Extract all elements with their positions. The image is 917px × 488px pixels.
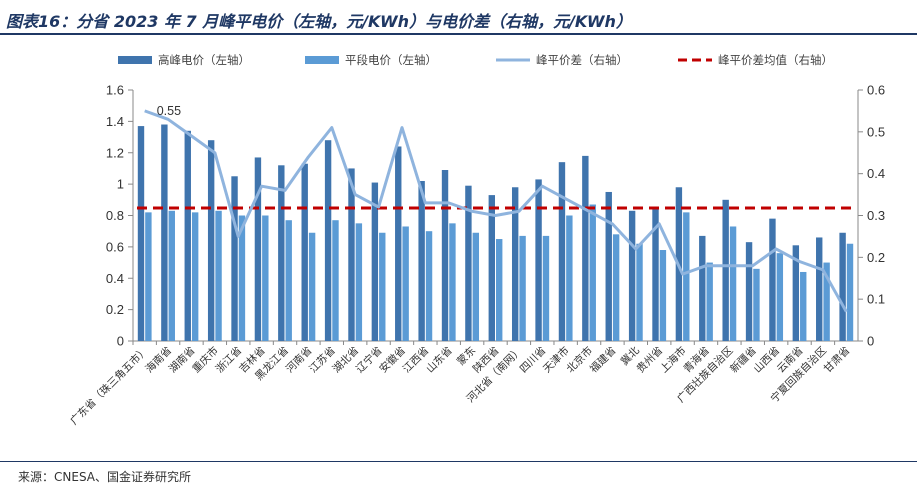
legend-swatch (305, 56, 339, 64)
y-left-tick-label: 1.2 (106, 145, 124, 160)
data-label: 0.55 (157, 104, 181, 118)
bar-peak-price (488, 195, 495, 341)
chart-title: 图表16：分省 2023 年 7 月峰平电价（左轴，元/KWh）与电价差（右轴，… (6, 12, 632, 31)
bar-flat-price (612, 234, 620, 341)
bar-flat-price (753, 268, 760, 341)
bar-peak-price (278, 165, 285, 341)
bar-flat-price (168, 210, 175, 341)
bar-flat-price (262, 215, 269, 341)
bar-flat-price (683, 212, 690, 341)
bar-flat-price (308, 232, 316, 341)
bar-flat-price (425, 231, 433, 341)
bar-peak-price (441, 170, 449, 341)
legend-label: 平段电价（左轴） (345, 53, 437, 67)
bar-peak-price (207, 140, 215, 341)
y-right-tick-label: 0.5 (867, 124, 885, 139)
y-left-tick-label: 1.4 (106, 114, 124, 129)
source-divider (0, 461, 917, 462)
bar-peak-price (839, 232, 846, 341)
y-right-tick-label: 0.3 (867, 208, 885, 223)
bar-flat-price (191, 212, 199, 341)
bar-peak-price (511, 187, 519, 341)
bar-peak-price (722, 199, 729, 341)
axes: 0 0.2 0.4 0.6 0.8 1 1.2 1.4 1.6 0 0.1 0.2 0.3 0.4 0.5 0… (106, 83, 885, 349)
y-left-tick-label: 0.6 (106, 239, 124, 254)
bar-flat-price (706, 262, 713, 341)
bar-flat-price (566, 215, 573, 341)
y-right-tick-label: 0.1 (867, 292, 885, 307)
bar-flat-price (496, 239, 503, 341)
bar-flat-price (238, 215, 246, 341)
bar-peak-price (535, 179, 542, 341)
bar-flat-price (449, 223, 456, 341)
bar-peak-price (231, 176, 238, 341)
y-left-tick-label: 0.8 (106, 208, 124, 223)
bar-flat-price (776, 253, 784, 341)
bar-flat-price (729, 226, 737, 341)
bar-peak-price (161, 124, 168, 341)
bar-flat-price (285, 220, 292, 341)
y-left-tick-label: 0.4 (106, 271, 124, 286)
bar-flat-price (379, 232, 386, 341)
bar-flat-price (215, 210, 222, 341)
bar-peak-price (137, 126, 145, 341)
bar-peak-price (465, 185, 472, 341)
source-note: 来源：CNESA、国金证券研究所 (18, 470, 191, 484)
y-left-tick-label: 1 (117, 177, 124, 192)
bar-flat-price (332, 220, 339, 341)
bar-flat-price (519, 235, 526, 341)
bar-peak-price (395, 146, 402, 341)
bar-flat-price (823, 262, 830, 341)
legend-label: 高峰电价（左轴） (158, 53, 250, 67)
y-right-tick-label: 0.6 (867, 83, 885, 98)
bar-peak-price (558, 162, 566, 341)
bar-peak-price (371, 182, 379, 341)
bar-peak-price (745, 242, 753, 341)
bar-flat-price (402, 226, 409, 341)
bar-peak-price (769, 218, 776, 341)
bar-peak-price (348, 168, 355, 341)
bar-flat-price (145, 212, 152, 341)
bar-peak-price (699, 235, 706, 341)
bar-peak-price (301, 163, 308, 341)
category-label: 广东省（珠三角五市） (67, 344, 150, 427)
bar-flat-price (636, 243, 643, 341)
bars (137, 124, 854, 341)
lines: 0.55 (137, 104, 852, 313)
bar-peak-price (324, 140, 332, 341)
legend: 高峰电价（左轴） 平段电价（左轴） 峰平价差（右轴） 峰平价差均值（右轴） (118, 53, 833, 67)
bar-peak-price (628, 210, 636, 341)
category-label: 山东省 (423, 344, 454, 375)
category-label: 福建省 (587, 344, 618, 375)
title-divider (0, 33, 917, 35)
legend-label: 峰平价差（右轴） (536, 53, 628, 67)
bar-peak-price (184, 130, 191, 341)
bar-peak-price (652, 207, 659, 341)
bar-peak-price (254, 157, 262, 341)
bar-flat-price (800, 271, 807, 341)
category-label: 甘肃省 (821, 344, 852, 375)
bar-flat-price (542, 235, 550, 341)
bar-flat-price (846, 243, 854, 341)
bar-flat-price (355, 223, 363, 341)
peak-flat-diff-line (144, 109, 848, 313)
legend-label: 峰平价差均值（右轴） (718, 53, 833, 67)
y-right-tick-label: 0.2 (867, 250, 885, 265)
bar-flat-price (472, 232, 480, 341)
y-left-tick-label: 0 (117, 334, 124, 349)
y-left-tick-label: 1.6 (106, 83, 124, 98)
y-right-tick-label: 0 (867, 334, 874, 349)
bar-peak-price (605, 191, 612, 341)
category-labels: 广东省（珠三角五市）海南省湖南省重庆市浙江省吉林省黑龙江省河南省江苏省湖北省辽宁… (67, 344, 852, 428)
y-left-tick-label: 0.2 (106, 302, 124, 317)
bar-peak-price (816, 237, 823, 341)
bar-peak-price (582, 155, 589, 341)
bar-flat-price (589, 204, 596, 341)
legend-swatch (118, 56, 152, 64)
bar-peak-price (792, 245, 800, 341)
bar-peak-price (418, 180, 425, 341)
y-right-tick-label: 0.4 (867, 166, 885, 181)
bar-flat-price (659, 250, 667, 341)
